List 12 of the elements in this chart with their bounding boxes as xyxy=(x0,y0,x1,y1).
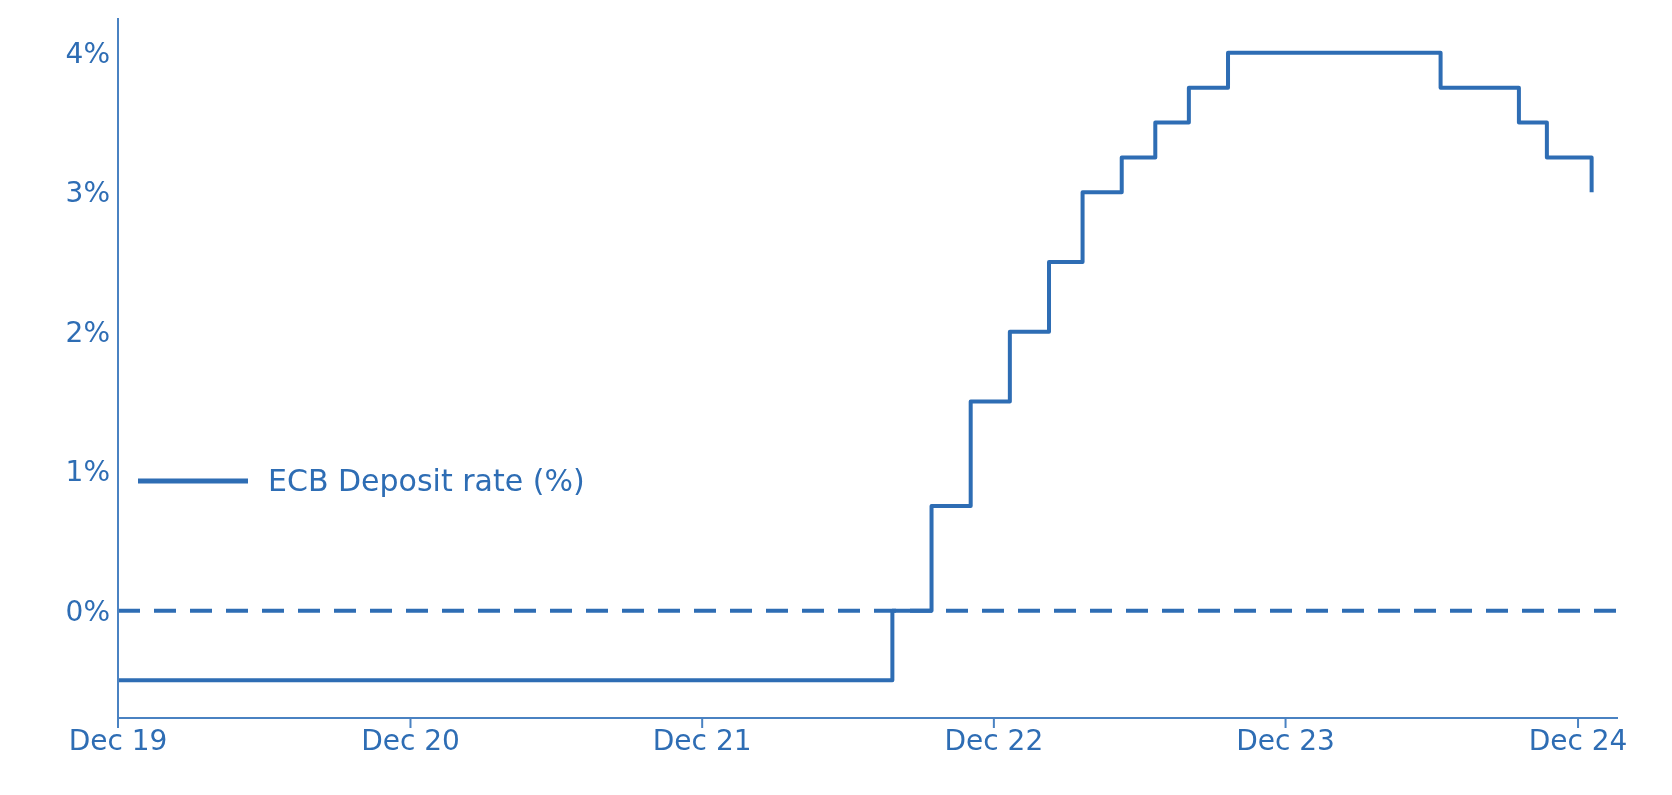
y-tick-label: 4% xyxy=(65,36,110,70)
x-tick-label: Dec 20 xyxy=(361,723,460,757)
y-tick-label: 1% xyxy=(65,455,110,489)
x-tick-label: Dec 23 xyxy=(1236,723,1335,757)
y-tick-label: 0% xyxy=(65,594,110,628)
x-tick-label: Dec 21 xyxy=(652,723,752,757)
legend-label: ECB Deposit rate (%) xyxy=(268,463,585,498)
y-tick-label: 3% xyxy=(65,176,110,210)
x-tick-label: Dec 19 xyxy=(68,723,168,757)
y-tick-label: 2% xyxy=(65,315,110,349)
x-tick-label: Dec 22 xyxy=(944,723,1044,757)
x-tick-label: Dec 24 xyxy=(1528,723,1628,757)
